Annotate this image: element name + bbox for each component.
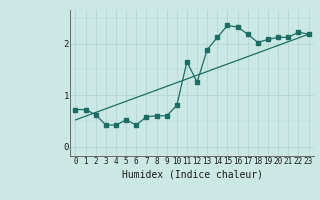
X-axis label: Humidex (Indice chaleur): Humidex (Indice chaleur) (122, 169, 262, 179)
